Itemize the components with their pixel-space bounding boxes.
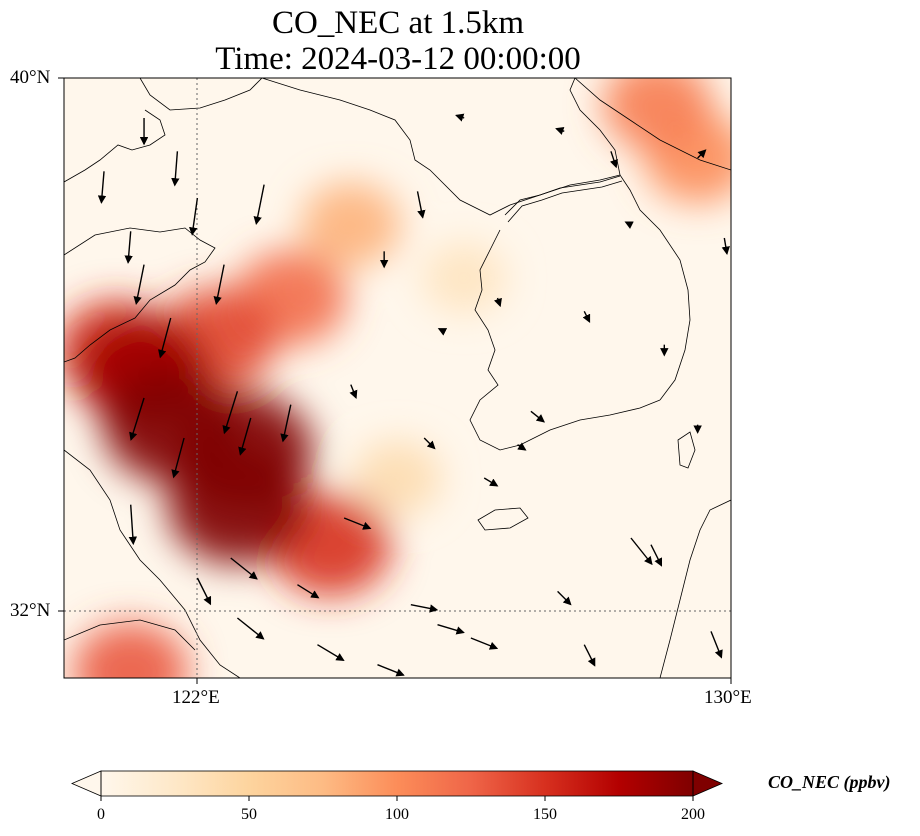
wind-arrow — [253, 184, 265, 226]
bohai-coast — [64, 109, 166, 183]
wind-arrow — [630, 537, 653, 566]
map-subtitle-time: Time: 2024-03-12 00:00:00 — [215, 41, 581, 77]
colorbar-extend-max — [692, 770, 724, 797]
japan-coast — [659, 499, 731, 678]
wind-arrow — [423, 437, 436, 450]
wind-arrow — [557, 590, 572, 606]
wind-arrow — [171, 437, 185, 479]
axis-ticks — [58, 77, 732, 684]
wind-arrow — [483, 477, 499, 487]
colorbar-gradient — [101, 771, 693, 796]
wind-arrow — [158, 317, 172, 359]
gridlines — [64, 78, 731, 678]
lat-label-32n: 32°N — [10, 600, 51, 621]
jeju-island — [477, 507, 529, 531]
colorbar-ticks — [100, 796, 694, 801]
colorbar-label: CO_NEC (ppbv) — [768, 772, 891, 792]
field-patch — [353, 440, 442, 516]
yangtze-estuary — [64, 619, 196, 651]
wind-arrow — [721, 237, 730, 255]
wind-arrow — [455, 113, 465, 122]
colorbar-tick-200: 200 — [681, 806, 705, 823]
china-east-coast — [64, 449, 241, 678]
colorbar-tick-0: 0 — [97, 806, 105, 823]
wind-arrow — [236, 617, 265, 640]
wind-arrow — [624, 221, 634, 229]
wind-arrow — [213, 264, 225, 306]
north-korea-northeast-coast — [574, 78, 731, 171]
wind-arrow — [609, 151, 618, 169]
wind-arrow — [129, 397, 145, 441]
korea-border — [504, 175, 621, 216]
colorbar-tick-100: 100 — [385, 806, 409, 823]
korea-south-coast — [519, 399, 661, 446]
field-patch — [300, 182, 401, 268]
colorbar — [70, 770, 724, 801]
wind-arrow — [196, 577, 212, 606]
wind-arrow — [530, 410, 545, 423]
wind-arrow — [97, 171, 107, 204]
wind-arrow — [349, 384, 358, 399]
wind-arrow — [517, 442, 527, 451]
lat-label-40n: 40°N — [10, 67, 51, 88]
wind-arrow — [343, 517, 372, 530]
colorbar-extend-min — [70, 770, 102, 797]
wind-arrow — [280, 404, 292, 443]
lon-label-130e: 130°E — [704, 687, 752, 708]
korea-east-coast — [569, 78, 691, 401]
korea-west-coast — [469, 229, 521, 451]
wind-arrow — [555, 126, 565, 135]
wind-arrow — [582, 311, 591, 323]
field-patch — [73, 622, 189, 678]
tsushima-island — [677, 431, 696, 469]
wind-arrow — [189, 197, 199, 236]
colorbar-tick-50: 50 — [241, 806, 257, 823]
wind-arrow — [437, 623, 465, 635]
wind-arrow — [437, 328, 448, 336]
field-patch — [167, 444, 308, 565]
wind-arrow — [470, 637, 499, 650]
shandong-coast — [64, 227, 216, 363]
wind-arrow — [583, 644, 596, 667]
wind-arrow — [317, 644, 345, 661]
wind-arrow — [230, 557, 258, 580]
wind-arrow — [710, 631, 723, 659]
field-patch — [603, 78, 713, 151]
map-frame — [63, 77, 732, 679]
wind-arrow — [297, 584, 320, 599]
wind-arrow — [171, 151, 180, 187]
wind-arrow — [410, 603, 439, 613]
korea-border-inner — [507, 180, 623, 223]
field-patch — [421, 241, 507, 315]
wind-vectors — [97, 113, 730, 677]
wind-arrow — [222, 391, 239, 435]
wind-arrow — [133, 264, 145, 306]
wind-arrow — [128, 504, 138, 546]
wind-arrow — [697, 149, 707, 159]
wind-arrow — [377, 664, 405, 677]
lon-label-122e: 122°E — [172, 687, 220, 708]
coastlines — [64, 78, 731, 678]
liaodong-coast — [139, 78, 263, 111]
co-concentration-field — [64, 78, 731, 678]
wind-arrow — [124, 231, 133, 264]
wind-arrow — [493, 297, 502, 308]
wind-arrow — [650, 544, 662, 567]
colorbar-tick-150: 150 — [533, 806, 557, 823]
map-title: CO_NEC at 1.5km — [271, 5, 525, 41]
wind-arrow — [416, 191, 426, 219]
wind-arrow — [238, 417, 252, 456]
